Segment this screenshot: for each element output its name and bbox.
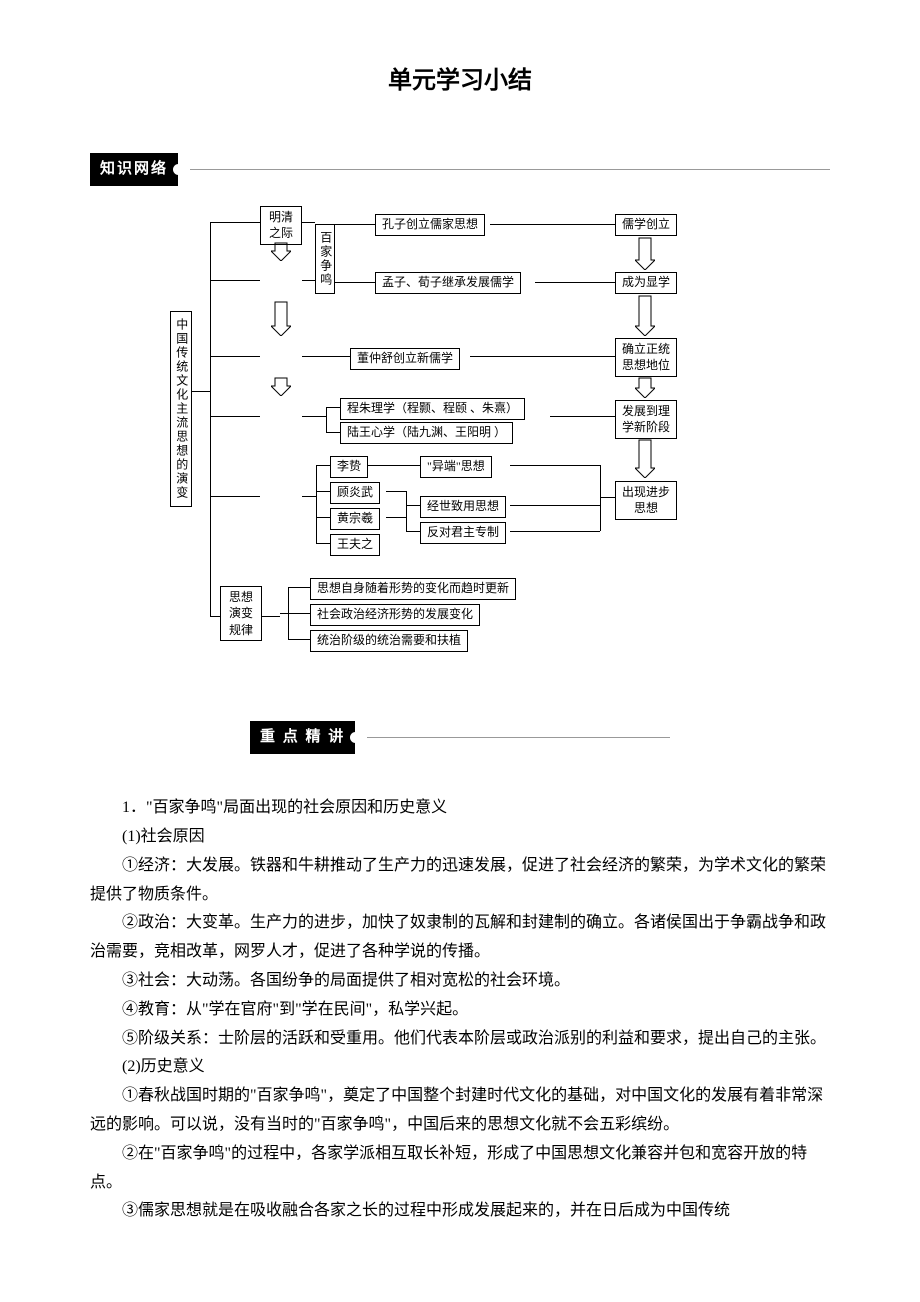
para-2: ②政治：大变革。生产力的进步，加快了奴隶制的瓦解和封建制的确立。各诸侯国出于争霸…	[90, 909, 830, 967]
arrow-down-icon	[271, 300, 291, 318]
wangfuzhi: 王夫之	[330, 534, 380, 556]
evo2: 社会政治经济形势的发展变化	[310, 604, 480, 626]
evo3: 统治阶级的统治需要和扶植	[310, 630, 468, 652]
divider	[367, 737, 670, 738]
baijia-node: 百家争鸣	[315, 224, 335, 294]
period-mingqing: 明清之际	[260, 206, 302, 244]
arrow-down-icon	[635, 438, 655, 456]
evolution-label: 思想演变规律	[220, 586, 262, 641]
arrow-down-icon	[635, 236, 655, 254]
para-7: ②在"百家争鸣"的过程中，各家学派相互取长补短，形成了中国思想文化兼容并包和宽容…	[90, 1140, 830, 1198]
page-title: 单元学习小结	[90, 60, 830, 103]
para-8: ③儒家思想就是在吸收融合各家之长的过程中形成发展起来的，并在日后成为中国传统	[90, 1197, 830, 1226]
row4c: 发展到理学新阶段	[615, 400, 677, 438]
arrow-down-icon	[271, 376, 291, 394]
divider	[190, 169, 830, 170]
arrow-down-icon	[635, 376, 655, 394]
row2b: 成为显学	[615, 272, 677, 294]
dot-icon	[350, 732, 361, 743]
row4b: 陆王心学（陆九渊、王阳明 ）	[340, 422, 513, 444]
para-1: ①经济：大发展。铁器和牛耕推动了生产力的迅速发展，促进了社会经济的繁荣，为学术文…	[90, 852, 830, 910]
lizhi: 李贽	[330, 456, 368, 478]
huangzongxi: 黄宗羲	[330, 508, 380, 530]
arrow-down-icon	[635, 294, 655, 312]
sub-1: (1)社会原因	[90, 823, 830, 852]
section-header-keypoints: 重 点 精 讲	[250, 721, 670, 754]
row3a: 董仲舒创立新儒学	[350, 348, 460, 370]
yiduan: "异端"思想	[420, 456, 492, 478]
para-6: ①春秋战国时期的"百家争鸣"，奠定了中国整个封建时代文化的基础，对中国文化的发展…	[90, 1082, 830, 1140]
dot-icon	[173, 164, 184, 175]
section-header-network: 知识网络	[90, 153, 830, 186]
para-5: ⑤阶级关系：士阶层的活跃和受重用。他们代表本阶层或政治派别的利益和要求，提出自己…	[90, 1025, 830, 1054]
row1b: 儒学创立	[615, 214, 677, 236]
knowledge-diagram: 中国传统文化主流思想的演变 春秋时期 战国时期 西汉时期 宋明时期 明清之际 百…	[170, 206, 750, 666]
para-3: ③社会：大动荡。各国纷争的局面提供了相对宽松的社会环境。	[90, 967, 830, 996]
root-node: 中国传统文化主流思想的演变	[170, 311, 192, 507]
fandui: 反对君主专制	[420, 522, 506, 544]
jingshi: 经世致用思想	[420, 496, 506, 518]
guyanwu: 顾炎武	[330, 482, 380, 504]
keypoints-label: 重 点 精 讲	[250, 721, 355, 754]
heading-1: 1．"百家争鸣"局面出现的社会原因和历史意义	[90, 794, 830, 823]
sub-2: (2)历史意义	[90, 1053, 830, 1082]
row3b: 确立正统思想地位	[615, 338, 677, 376]
content-body: 1．"百家争鸣"局面出现的社会原因和历史意义 (1)社会原因 ①经济：大发展。铁…	[90, 794, 830, 1226]
row1a: 孔子创立儒家思想	[375, 214, 485, 236]
network-label: 知识网络	[90, 153, 178, 186]
arrow-down-icon	[271, 241, 291, 259]
evo1: 思想自身随着形势的变化而趋时更新	[310, 578, 516, 600]
row4a: 程朱理学（程颢、程颐 、朱熹）	[340, 398, 525, 420]
para-4: ④教育：从"学在官府"到"学在民间"，私学兴起。	[90, 996, 830, 1025]
row2a: 孟子、荀子继承发展儒学	[375, 272, 521, 294]
jinbu: 出现进步思想	[615, 481, 677, 519]
